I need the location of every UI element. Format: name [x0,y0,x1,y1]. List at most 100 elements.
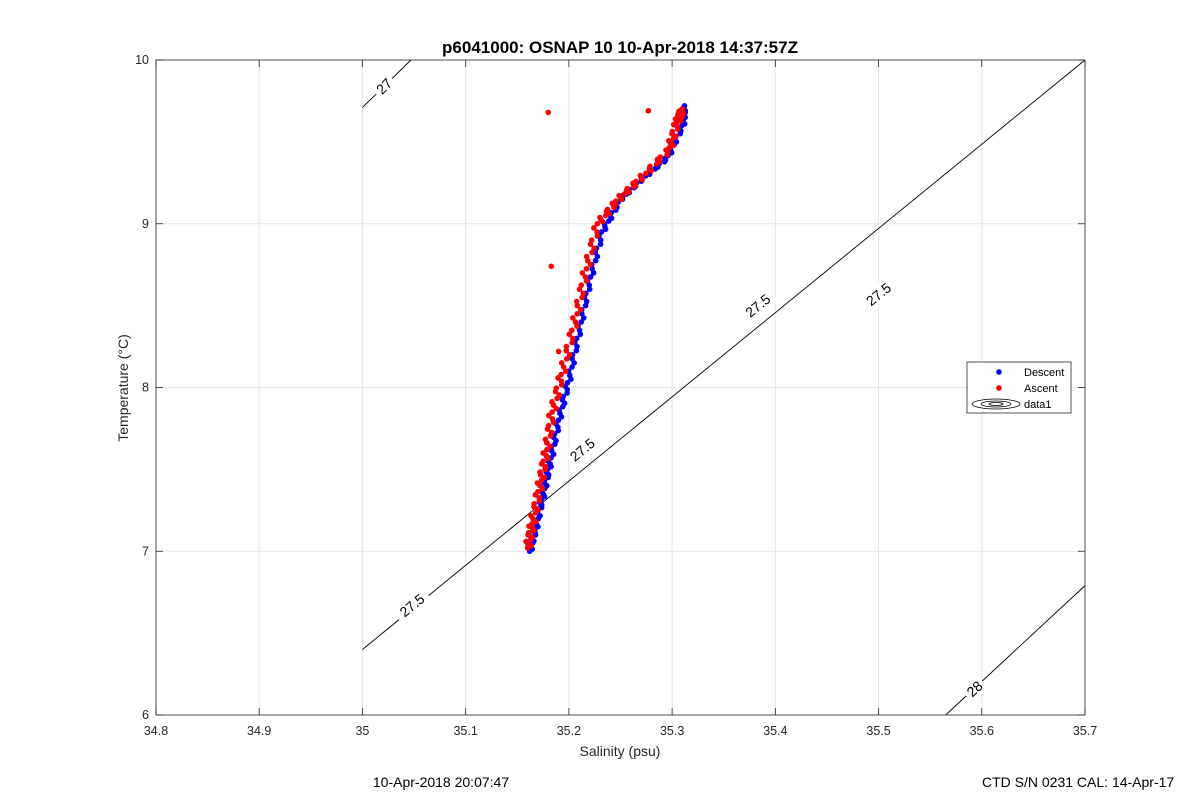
point-descent [583,298,590,305]
point-ascent [616,192,622,199]
point-ascent [633,178,639,185]
point-ascent [542,436,549,443]
point-ascent [597,214,603,221]
point-ascent [594,220,601,227]
point-descent [564,379,571,386]
point-ascent-outlier [545,109,552,116]
point-ascent [523,538,529,545]
contour-line-27-5 [362,59,1086,650]
point-ascent [666,144,673,151]
point-ascent [666,137,672,144]
point-ascent [558,360,565,366]
point-ascent [531,500,537,507]
x-tick-label: 35 [355,724,369,738]
x-tick-label: 34.9 [247,724,271,738]
point-ascent [582,274,589,280]
legend-descent-marker [996,369,1002,375]
point-ascent [679,106,686,112]
point-ascent-outlier [645,107,652,114]
point-ascent [574,311,581,317]
contour-label-bg [391,586,433,625]
point-ascent [580,290,587,297]
legend-ascent-label: Ascent [1024,383,1058,395]
chart-title: p6041000: OSNAP 10 10-Apr-2018 14:37:57Z [442,38,798,57]
point-ascent [556,392,563,398]
point-ascent [534,480,541,486]
x-tick-label: 35.1 [453,724,477,738]
point-ascent [558,378,565,385]
x-tick-label: 35.3 [660,724,684,738]
x-tick-label: 35.7 [1073,724,1097,738]
point-ascent [637,172,644,179]
point-descent [587,274,594,280]
point-ascent [657,154,664,160]
point-ascent [540,458,547,464]
point-ascent [669,128,676,135]
point-ascent [643,170,649,177]
point-ascent [548,429,555,436]
point-ascent [549,399,555,405]
contour-label-bg [737,286,779,325]
x-tick-label: 35.2 [557,724,581,738]
point-ascent [612,198,619,205]
point-ascent [553,385,560,391]
point-ascent [545,422,552,429]
contour-label-bg [858,275,899,314]
legend-contour-icon [971,398,1021,410]
point-ascent [594,229,600,235]
contour-label-bg [369,72,399,101]
point-descent [597,241,604,248]
x-axis-label: Salinity (psu) [580,743,661,759]
point-ascent [583,265,590,272]
point-ascent [549,416,556,422]
point-descent [578,319,585,325]
point-descent [586,286,593,293]
point-ascent [587,261,594,268]
point-ascent [547,443,554,449]
point-ascent [563,343,570,350]
point-descent [573,347,580,354]
legend-descent-label: Descent [1024,367,1064,379]
footer-timestamp: 10-Apr-2018 20:07:47 [373,774,509,790]
point-ascent [591,245,597,252]
point-descent [569,356,575,362]
contour-label: 27 [369,72,399,101]
y-tick-label: 8 [142,381,149,395]
point-ascent [573,298,580,305]
contour-label: 28 [960,674,989,703]
y-tick-label: 7 [142,544,149,558]
y-axis-label: Temperature (°C) [115,334,131,442]
point-ascent [590,225,597,231]
point-ascent [535,488,541,495]
point-ascent [558,371,564,378]
point-ascent [577,306,584,313]
y-tick-label: 9 [142,217,149,231]
point-ascent [529,534,536,540]
contour-label-bg [960,674,989,703]
point-ascent [570,315,576,321]
point-ascent [579,270,586,276]
point-descent [569,364,575,370]
point-ascent [569,327,575,333]
point-descent [574,343,580,350]
point-ascent [563,356,570,362]
x-tick-label: 35.5 [866,724,890,738]
point-ascent [566,351,573,358]
point-ascent [574,302,581,309]
legend-data1-label: data1 [1024,399,1052,411]
point-ascent [588,237,595,243]
point-ascent-outlier [548,263,555,270]
point-ascent [542,463,549,470]
axis-ticks: 34.8 34.9 35 35.1 35.2 35.3 35.4 35.5 35.6 35.7 6 7… [135,53,1097,738]
point-ascent [583,253,590,260]
point-ascent-outlier [555,348,562,355]
point-ascent [604,206,611,213]
point-ascent [537,469,543,475]
point-ascent [647,163,653,170]
x-tick-label: 35.6 [970,724,994,738]
data-points [523,103,689,555]
point-ascent [570,335,576,342]
point-ascent [572,319,579,325]
contour-label-bg [561,430,603,469]
